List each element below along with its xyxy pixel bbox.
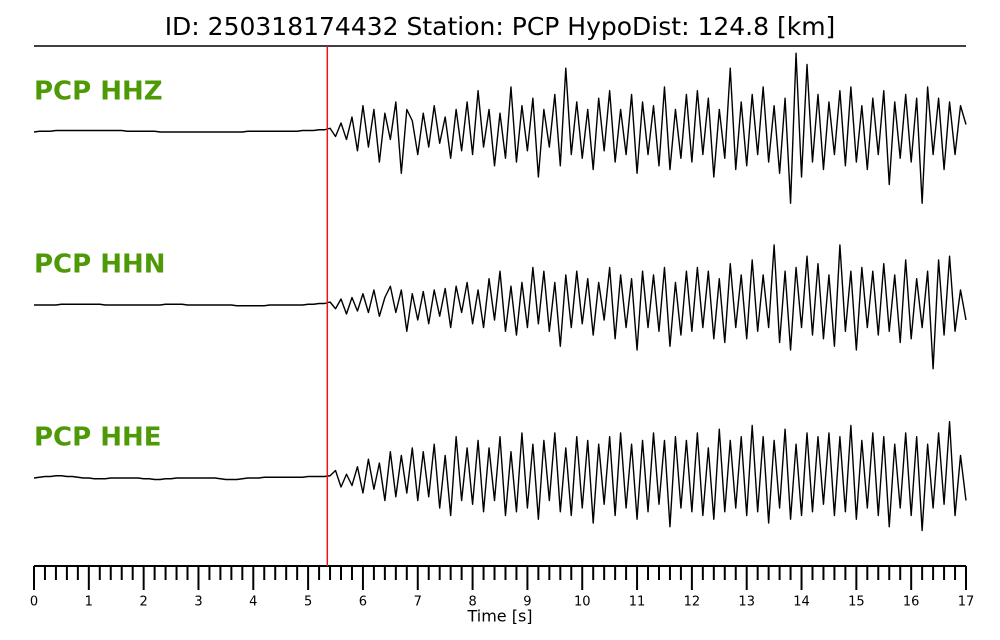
x-tick-label: 9 <box>523 595 531 610</box>
x-tick-label: 13 <box>738 595 755 610</box>
waveform <box>33 52 967 204</box>
trace-label: PCP HHE <box>34 423 162 453</box>
trace-label: PCP HHN <box>34 250 166 280</box>
x-axis-label: Time [s] <box>466 607 532 626</box>
x-tick-label: 2 <box>140 595 148 610</box>
waveform <box>33 421 967 532</box>
x-tick-label: 5 <box>304 595 312 610</box>
x-tick-label: 11 <box>629 595 646 610</box>
x-tick-label: 8 <box>468 595 476 610</box>
x-tick-label: 17 <box>958 595 975 610</box>
x-tick-label: 1 <box>85 595 93 610</box>
trace-label: PCP HHZ <box>34 77 163 107</box>
x-tick-label: 3 <box>194 595 202 610</box>
x-tick-label: 16 <box>903 595 920 610</box>
x-tick-label: 0 <box>30 595 38 610</box>
x-tick-label: 12 <box>684 595 701 610</box>
x-tick-label: 7 <box>414 595 422 610</box>
chart-title: ID: 250318174432 Station: PCP HypoDist: … <box>165 12 836 41</box>
x-tick-label: 14 <box>793 595 810 610</box>
x-tick-label: 6 <box>359 595 367 610</box>
x-tick-label: 4 <box>249 595 257 610</box>
x-tick-label: 15 <box>848 595 865 610</box>
waveform <box>34 244 967 370</box>
x-tick-label: 10 <box>574 595 591 610</box>
